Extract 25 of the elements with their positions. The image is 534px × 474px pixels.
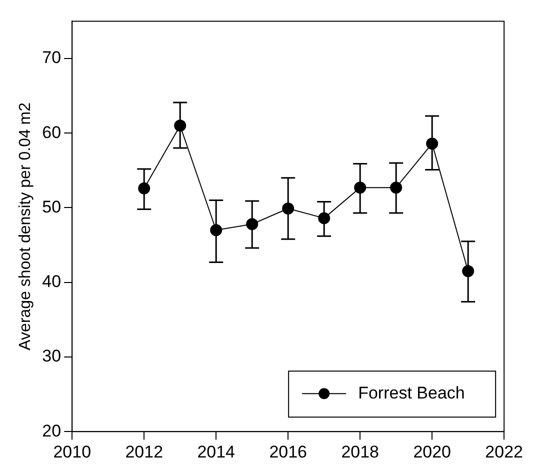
point — [426, 138, 438, 150]
y-tick-label: 20 — [42, 421, 62, 440]
x-tick-label: 2014 — [197, 442, 236, 462]
y-tick-label: 50 — [42, 197, 62, 216]
point — [462, 265, 474, 278]
x-tick-label: 2022 — [485, 442, 524, 462]
y-tick-label: 70 — [42, 48, 62, 68]
point — [390, 182, 402, 194]
y-tick-label: 40 — [42, 272, 62, 292]
y-tick-label: 60 — [42, 122, 62, 142]
point — [282, 202, 294, 214]
x-tick-label: 2020 — [413, 442, 452, 462]
point — [174, 120, 186, 132]
point — [210, 224, 222, 236]
y-tick-label: 30 — [42, 346, 62, 366]
legend-label: Forrest Beach — [358, 383, 465, 402]
x-tick-label: 2012 — [125, 442, 164, 462]
x-tick-label: 2018 — [341, 442, 380, 462]
x-tick-label: 2016 — [269, 442, 308, 462]
y-axis-title: Average shoot density per 0.04 m2 — [17, 102, 34, 350]
point — [318, 212, 330, 224]
point — [354, 182, 366, 194]
point — [246, 218, 258, 230]
x-tick-label: 2010 — [53, 442, 92, 462]
point — [138, 182, 150, 194]
